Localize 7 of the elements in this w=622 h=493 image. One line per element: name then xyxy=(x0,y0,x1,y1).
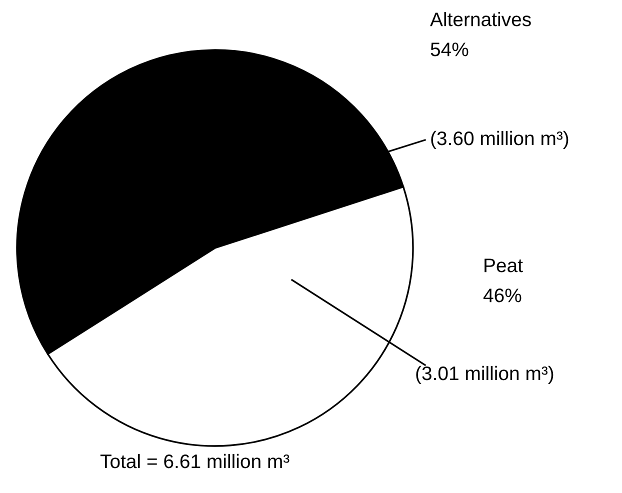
slice-label: Alternatives xyxy=(430,12,531,26)
text: (3.01 million m³) xyxy=(416,366,554,384)
data-label: 46% xyxy=(483,288,522,302)
data-label: 54% xyxy=(430,42,468,56)
slice-label: Peat xyxy=(484,258,523,272)
text: Total = 6.61 million m³ xyxy=(100,454,290,468)
text: (3.60 million m³) xyxy=(431,130,568,150)
